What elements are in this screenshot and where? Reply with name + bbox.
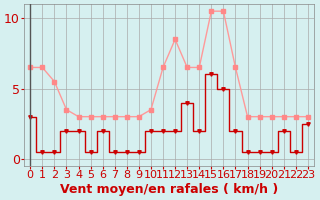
X-axis label: Vent moyen/en rafales ( km/h ): Vent moyen/en rafales ( km/h ) bbox=[60, 183, 278, 196]
